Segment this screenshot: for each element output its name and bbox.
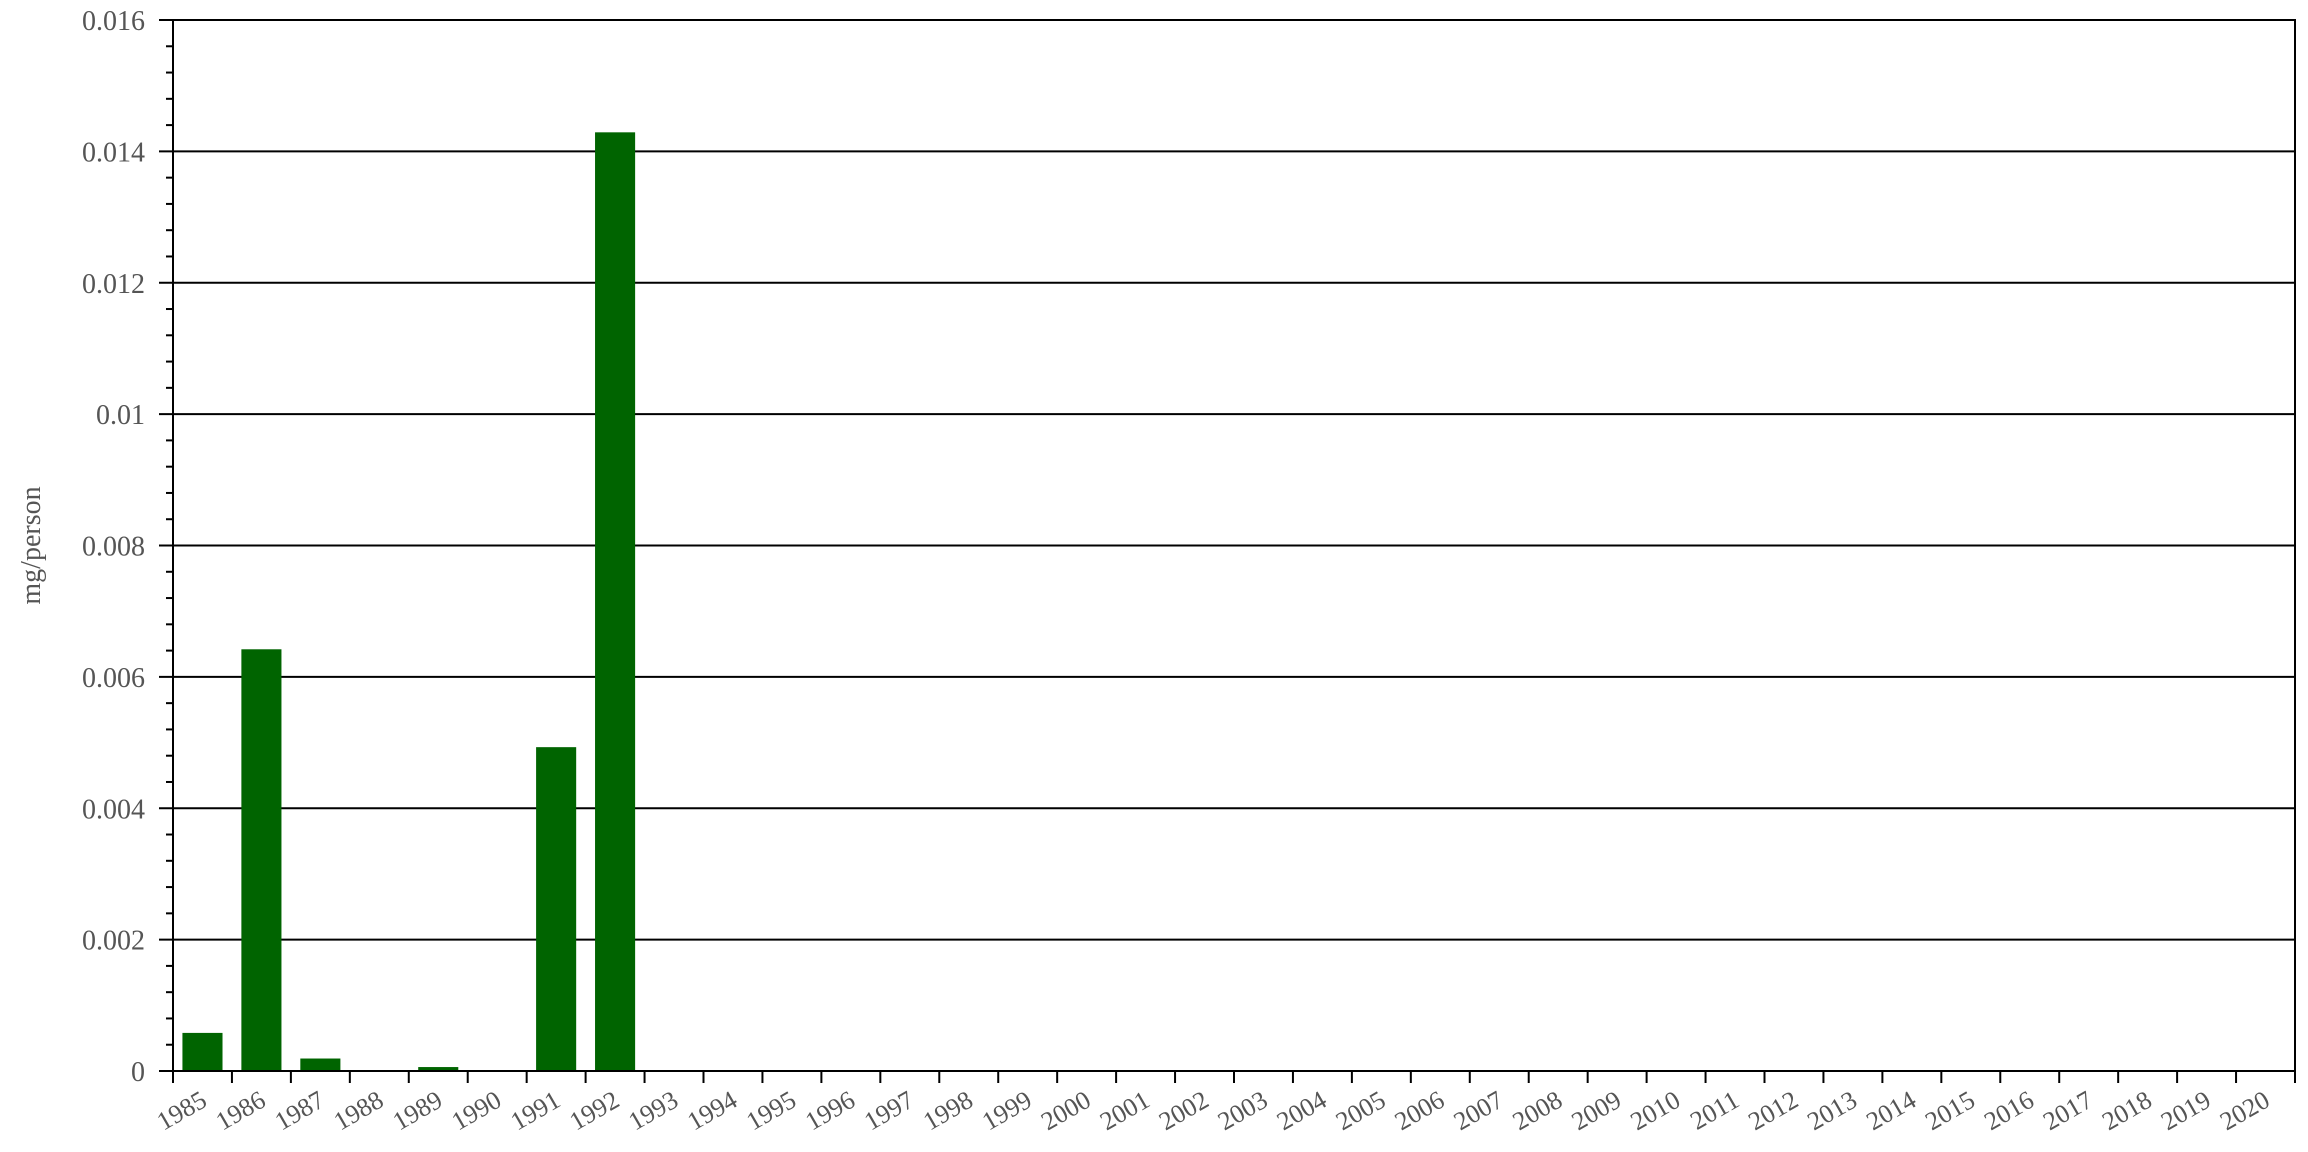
bar [595, 132, 636, 1071]
y-tick-label: 0.008 [82, 532, 145, 563]
x-tick-label: 2014 [1861, 1085, 1921, 1136]
x-tick-label: 1988 [329, 1085, 389, 1136]
y-tick-label: 0.006 [82, 663, 145, 694]
x-tick-label: 1990 [447, 1085, 507, 1136]
x-tick-label: 2011 [1685, 1085, 1744, 1136]
x-tick-label: 1996 [800, 1085, 860, 1136]
y-axis-title: mg/person [16, 486, 47, 604]
x-tick-label: 1989 [388, 1085, 448, 1136]
x-tick-label: 2008 [1508, 1085, 1568, 1136]
y-tick-label: 0 [131, 1057, 145, 1088]
y-tick-label: 0.014 [82, 137, 145, 168]
y-tick-label: 0.002 [82, 926, 145, 957]
x-tick-label: 2001 [1095, 1085, 1155, 1136]
y-tick-label: 0.004 [82, 794, 145, 825]
x-tick-label: 2017 [2038, 1085, 2098, 1136]
plot-frame [172, 19, 2296, 1072]
x-tick-label: 2020 [2215, 1085, 2275, 1136]
x-tick-label: 2010 [1626, 1085, 1686, 1136]
bar [300, 1058, 341, 1071]
x-tick-label: 1986 [211, 1085, 271, 1136]
bars [182, 132, 636, 1071]
gridlines [173, 150, 2295, 941]
y-tick-label: 0.01 [96, 400, 145, 431]
x-tick-label: 1999 [977, 1085, 1037, 1136]
x-tick-label: 2002 [1154, 1085, 1214, 1136]
x-tick-label: 2016 [1979, 1085, 2039, 1136]
x-tick-label: 1998 [918, 1085, 978, 1136]
x-tick-label: 2018 [2097, 1085, 2157, 1136]
x-tick-label: 1992 [565, 1085, 625, 1136]
bar [536, 747, 577, 1071]
x-tick-label: 2013 [1802, 1085, 1862, 1136]
y-tick-label: 0.012 [82, 269, 145, 300]
x-tick-label: 1997 [859, 1085, 919, 1136]
x-tick-label: 2007 [1449, 1085, 1509, 1136]
y-tick-labels: 0 0.002 0.004 0.006 0.008 0.01 0.012 0.014 0.016 [82, 6, 145, 1088]
bar [418, 1067, 459, 1071]
y-tick-label: 0.016 [82, 6, 145, 37]
x-tick-label: 2006 [1390, 1085, 1450, 1136]
x-tick-label: 2003 [1213, 1085, 1273, 1136]
x-tick-label: 1995 [741, 1085, 801, 1136]
axes [159, 19, 2296, 1083]
x-tick-label: 2005 [1331, 1085, 1391, 1136]
x-tick-label: 2015 [1920, 1085, 1980, 1136]
x-tick-label: 2012 [1743, 1085, 1803, 1136]
x-tick-label: 1994 [682, 1085, 742, 1136]
x-tick-label: 1987 [270, 1085, 330, 1136]
x-tick-label: 2009 [1567, 1085, 1627, 1136]
x-tick-label: 2004 [1272, 1085, 1332, 1136]
x-tick-label: 1985 [152, 1085, 212, 1136]
x-tick-label: 2019 [2156, 1085, 2216, 1136]
x-tick-label: 1993 [623, 1085, 683, 1136]
x-tick-label: 2000 [1036, 1085, 1096, 1136]
x-tick-labels: 1985 1986 1987 1988 1989 1990 1991 1992 1993 1994… [152, 1085, 2275, 1136]
x-tick-label: 1991 [506, 1085, 566, 1136]
bar [241, 649, 282, 1071]
bar [182, 1032, 223, 1071]
